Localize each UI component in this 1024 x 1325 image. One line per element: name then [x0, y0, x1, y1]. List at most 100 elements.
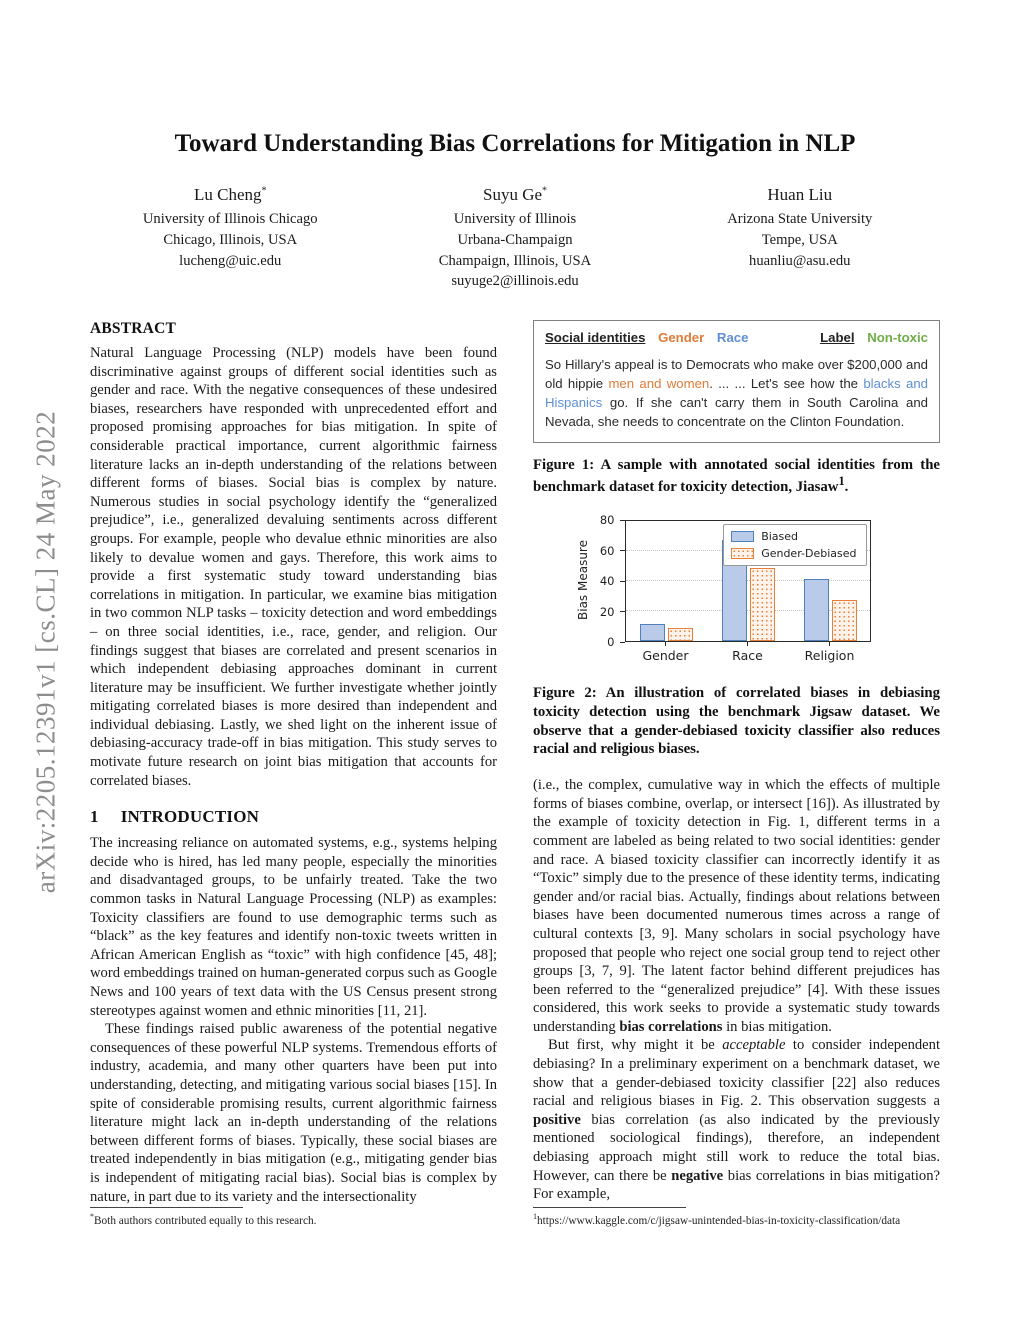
text-segment: men and women: [608, 376, 710, 392]
author-3: Huan Liu Arizona State University Tempe,…: [660, 183, 941, 292]
y-tick-label: 0: [607, 635, 615, 650]
legend-swatch-gender-debiased: [731, 548, 755, 560]
x-tick-mark: [747, 642, 749, 647]
gender-tag: Gender: [658, 330, 705, 345]
author-1-name: Lu Cheng*: [193, 185, 267, 204]
text-segment: (i.e., the complex, cumulative way in wh…: [533, 777, 940, 1035]
footnote-rule: [90, 1206, 243, 1208]
figure1-sample-text: So Hillary's appeal is to Democrats who …: [545, 355, 928, 432]
y-tick-label: 60: [599, 543, 615, 558]
body-paragraph-continued: (i.e., the complex, cumulative way in wh…: [533, 776, 940, 1036]
author-3-affiliation: Arizona State University: [727, 211, 873, 228]
label-title: Label: [820, 330, 855, 345]
text-segment: bias correlations: [619, 1018, 723, 1035]
y-tick-label: 80: [599, 513, 615, 528]
figure1-identities-group: Social identities Gender Race: [545, 330, 748, 345]
figure2-bar-chart: 0 20 40 60 80 Bias Measure Gender Race Religion B…: [567, 513, 907, 674]
footnote-rule: [533, 1206, 686, 1208]
text-segment: to consider independent debiasing? In a …: [533, 1037, 940, 1110]
abstract-heading: ABSTRACT: [90, 320, 177, 337]
dataset-url-link[interactable]: https://www.kaggle.com/c/jigsaw-unintend…: [537, 1214, 901, 1227]
text-segment: acceptable: [722, 1037, 786, 1054]
footnote-marker: *: [90, 1211, 94, 1221]
text-segment: .: [844, 479, 849, 496]
author-3-location: Tempe, USA: [761, 231, 838, 248]
author-2-email: suyuge2@illinois.edu: [451, 273, 579, 290]
non-toxic-value: Non-toxic: [867, 330, 928, 345]
legend-label: Gender-Debiased: [761, 547, 857, 561]
y-axis-label: Bias Measure: [575, 540, 590, 621]
y-tick-mark: [619, 550, 625, 552]
figure2-caption: Figure 2: An illustration of correlated …: [533, 685, 940, 758]
legend-row: Gender-Debiased: [731, 547, 857, 561]
x-tick-mark: [829, 642, 831, 647]
paper-page: Toward Understanding Bias Correlations f…: [90, 0, 940, 1228]
author-1-marker: *: [261, 185, 267, 197]
text-segment: bias correlations in bias mitigation? Fo…: [533, 1167, 940, 1203]
y-tick-label: 40: [599, 574, 615, 589]
introduction-paragraph-2: These findings raised public awareness o…: [90, 1021, 497, 1205]
legend-label: Biased: [761, 530, 799, 544]
chart-bar-biased: [804, 578, 829, 642]
footnote-dataset-url: 1https://www.kaggle.com/c/jigsaw-uninten…: [533, 1206, 940, 1228]
section-number: 1: [90, 807, 99, 827]
footnote-text: Both authors contributed equally to this…: [94, 1214, 317, 1227]
x-tick-mark: [665, 642, 667, 647]
text-segment: Figure 1: A sample with annotated social…: [533, 456, 940, 496]
figure1-header: Social identities Gender Race Label Non-…: [545, 330, 928, 345]
arxiv-watermark: arXiv:2205.12391v1 [cs.CL] 24 May 2022: [30, 410, 61, 894]
author-2-affiliation: University of Illinois: [453, 211, 577, 228]
author-1-location: Chicago, Illinois, USA: [163, 231, 298, 248]
footnote-authors: *Both authors contributed equally to thi…: [90, 1206, 497, 1228]
legend-swatch-biased: [731, 531, 755, 543]
author-2-affiliation-2: Urbana-Champaign: [457, 231, 573, 248]
text-segment: blacks and Hispanics: [545, 376, 929, 411]
chart-bar-biased: [640, 624, 665, 642]
footnote-marker: 1: [533, 1211, 537, 1221]
chart-gridline: [625, 610, 870, 612]
text-segment: in bias mitigation.: [722, 1018, 832, 1035]
x-tick-label: Gender: [642, 648, 689, 664]
author-3-email: huanliu@asu.edu: [749, 252, 851, 269]
author-1-affiliation: University of Illinois Chicago: [142, 211, 318, 228]
chart-gridline: [625, 580, 870, 582]
author-2-marker: *: [542, 185, 548, 197]
author-1: Lu Cheng* University of Illinois Chicago…: [90, 183, 371, 292]
introduction-heading: 1 INTRODUCTION: [90, 807, 260, 827]
text-segment: So Hillary's appeal is to Democrats who …: [545, 357, 928, 392]
two-column-body: ABSTRACT Natural Language Processing (NL…: [90, 320, 940, 1228]
race-tag: Race: [716, 330, 749, 345]
chart-bar-gender-debiased: [668, 628, 693, 642]
figure1-label-group: Label Non-toxic: [820, 330, 928, 345]
author-block: Lu Cheng* University of Illinois Chicago…: [90, 183, 940, 292]
y-tick-mark: [619, 519, 625, 521]
chart-legend: Biased Gender-Debiased: [723, 524, 867, 567]
introduction-paragraph-1: The increasing reliance on automated sys…: [90, 835, 497, 1019]
figure1-sample-box: Social identities Gender Race Label Non-…: [533, 320, 940, 443]
social-identities-label: Social identities: [545, 330, 646, 345]
x-tick-label: Religion: [804, 648, 855, 664]
author-1-email: lucheng@uic.edu: [179, 252, 282, 269]
author-2: Suyu Ge* University of Illinois Urbana-C…: [375, 183, 656, 292]
text-segment: . ... ... Let's see how the: [709, 376, 864, 392]
chart-bar-gender-debiased: [832, 599, 857, 642]
body-paragraph-2: But first, why might it be acceptable to…: [533, 1036, 940, 1203]
chart-bar-gender-debiased: [750, 567, 775, 642]
x-tick-label: Race: [732, 648, 763, 664]
text-segment: negative: [671, 1167, 724, 1184]
y-tick-label: 20: [599, 604, 615, 619]
y-tick-mark: [619, 611, 625, 613]
author-2-name: Suyu Ge*: [482, 185, 548, 204]
text-segment: 1: [838, 474, 845, 489]
abstract-text: Natural Language Processing (NLP) models…: [90, 345, 497, 789]
figure2-plot: [624, 520, 871, 643]
legend-row: Biased: [731, 530, 856, 543]
left-column: ABSTRACT Natural Language Processing (NL…: [90, 320, 497, 1206]
author-3-name: Huan Liu: [767, 185, 833, 204]
right-column: Social identities Gender Race Label Non-…: [533, 320, 940, 1204]
text-segment: bias correlation (as also indicated by t…: [533, 1111, 940, 1184]
y-tick-mark: [619, 641, 625, 643]
text-segment: positive: [533, 1111, 581, 1128]
text-segment: go. If she can't carry them in South Car…: [545, 395, 928, 430]
y-tick-mark: [619, 580, 625, 582]
